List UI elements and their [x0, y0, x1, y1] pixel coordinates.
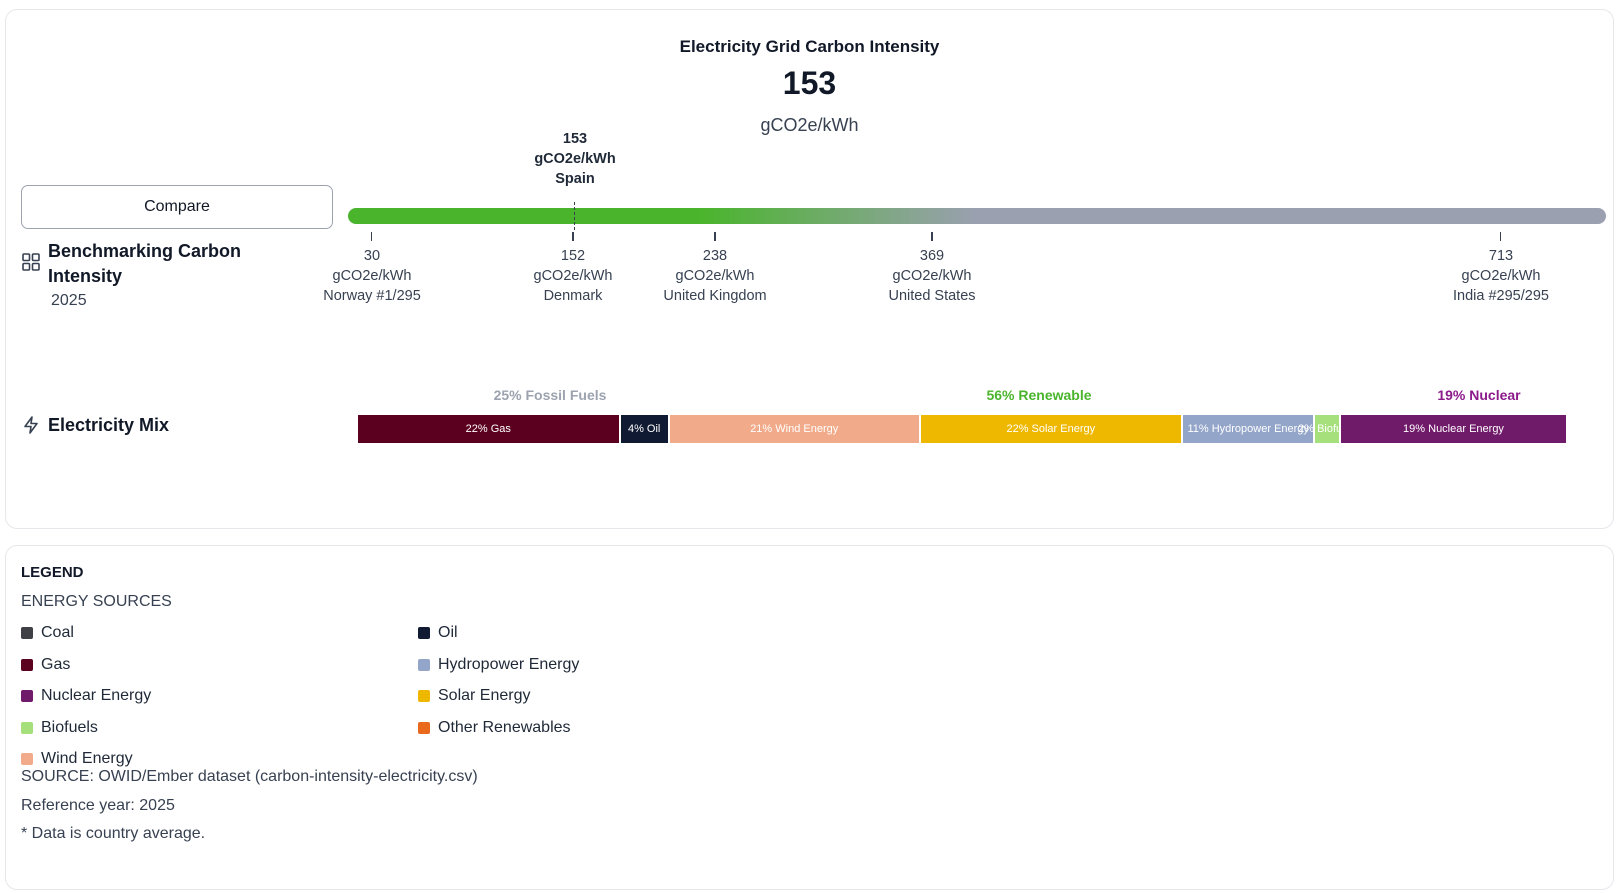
source-text: SOURCE: OWID/Ember dataset (carbon-inten…	[21, 768, 478, 785]
group-label-renewable: 56% Renewable	[986, 387, 1092, 403]
tick-country: United Kingdom	[663, 288, 767, 304]
tick-unit: gCO2e/kWh	[533, 268, 613, 284]
mix-segment-label: 11% Hydropower Energy	[1187, 423, 1309, 435]
mix-segment-label: 22% Gas	[465, 423, 511, 435]
note-text: * Data is country average.	[21, 825, 206, 842]
benchmark-year: 2025	[51, 292, 87, 309]
legend-item: Other Renewables	[418, 719, 571, 737]
benchmark-title: Benchmarking Carbon Intensity	[48, 239, 241, 289]
tick-value: 152	[560, 248, 586, 264]
legend-swatch	[418, 627, 430, 639]
current-intensity-value: 153	[782, 65, 837, 101]
legend-item: Solar Energy	[418, 687, 531, 705]
mix-segment: 21% Wind Energy	[669, 415, 919, 443]
legend-item: Biofuels	[21, 719, 98, 737]
compare-button[interactable]: Compare	[21, 185, 333, 229]
legend-item: Coal	[21, 624, 74, 642]
carbon-intensity-card: Electricity Grid Carbon Intensity 153 gC…	[5, 9, 1614, 529]
group-label-nuclear: 19% Nuclear	[1437, 387, 1521, 403]
legend-label: Oil	[438, 624, 458, 641]
legend-item: Nuclear Energy	[21, 687, 151, 705]
mix-segment-label: 4% Oil	[627, 423, 661, 435]
tick-label-india: 713 gCO2e/kWh India #295/295	[1453, 246, 1549, 306]
benchmark-title-line1: Benchmarking Carbon	[48, 241, 242, 261]
tick-unit: gCO2e/kWh	[332, 268, 412, 284]
mix-segment-label: 21% Wind Energy	[750, 423, 839, 435]
legend-label: Solar Energy	[438, 687, 531, 704]
current-marker-value: 153	[562, 131, 588, 147]
mix-segment: 22% Gas	[358, 415, 619, 443]
mix-segment: 19% Nuclear Energy	[1341, 415, 1566, 443]
tick-value: 30	[363, 248, 381, 264]
current-intensity-unit: gCO2e/kWh	[760, 115, 859, 135]
tick-label-denmark: 152 gCO2e/kWh Denmark	[534, 246, 613, 306]
mix-segment: 4% Oil	[620, 415, 668, 443]
tick-uk	[714, 232, 716, 241]
page-title: Electricity Grid Carbon Intensity	[679, 37, 940, 56]
group-label-fossil: 25% Fossil Fuels	[493, 387, 607, 403]
tick-unit: gCO2e/kWh	[892, 268, 972, 284]
current-marker-line	[574, 202, 575, 230]
tick-country: United States	[888, 288, 976, 304]
tick-denmark	[572, 232, 574, 241]
tick-country: India #295/295	[1453, 288, 1549, 304]
mix-segment-label: 19% Nuclear Energy	[1403, 423, 1504, 435]
tick-country: Norway #1/295	[323, 288, 421, 304]
tick-norway	[371, 232, 372, 241]
tick-unit: gCO2e/kWh	[1461, 268, 1541, 284]
tick-label-us: 369 gCO2e/kWh United States	[888, 246, 975, 306]
legend-swatch	[21, 690, 33, 702]
benchmark-title-line2: Intensity	[48, 266, 123, 286]
legend-label: Gas	[41, 655, 71, 673]
legend-label: Nuclear Energy	[41, 687, 152, 704]
legend-label: Hydropower Energy	[438, 655, 580, 673]
legend-heading: LEGEND	[21, 564, 84, 581]
tick-us	[931, 232, 933, 241]
tick-label-norway: 30 gCO2e/kWh Norway #1/295	[323, 246, 421, 306]
legend-swatch	[21, 721, 33, 734]
legend-item: Gas	[21, 656, 70, 674]
mix-segment: 2% Biofuels	[1298, 415, 1356, 443]
current-marker-unit: gCO2e/kWh	[534, 151, 616, 167]
tick-india	[1500, 232, 1501, 241]
legend-swatch	[418, 658, 430, 671]
legend-item: Oil	[418, 624, 458, 642]
mix-segment-label: 22% Solar Energy	[1006, 423, 1096, 435]
legend-swatch	[21, 658, 33, 671]
tick-value: 238	[702, 248, 728, 264]
legend-swatch	[21, 627, 33, 639]
intensity-scale-bar	[348, 208, 1606, 224]
legend-label: Wind Energy	[41, 750, 133, 767]
grid-icon	[22, 253, 40, 271]
reference-year-text: Reference year: 2025	[21, 797, 175, 814]
legend-swatch	[21, 753, 33, 765]
tick-value: 369	[919, 248, 945, 264]
tick-country: Denmark	[543, 288, 603, 304]
current-marker-country: Spain	[555, 171, 595, 187]
mix-segment: 22% Solar Energy	[920, 415, 1182, 443]
legend-item: Wind Energy	[21, 750, 133, 768]
legend-label: Coal	[41, 624, 74, 641]
current-marker-label: 153 gCO2e/kWh Spain	[534, 129, 615, 189]
tick-label-uk: 238 gCO2e/kWh United Kingdom	[663, 246, 766, 306]
legend-swatch	[418, 690, 430, 702]
mix-segment: 11% Hydropower Energy	[1183, 415, 1314, 443]
legend-label: Biofuels	[41, 718, 98, 736]
legend-card: LEGEND ENERGY SOURCES Coal Gas Nuclear Ene…	[5, 545, 1614, 890]
tick-value: 713	[1488, 248, 1514, 264]
electricity-mix-title: Electricity Mix	[48, 415, 170, 435]
legend-swatch	[418, 721, 430, 734]
tick-unit: gCO2e/kWh	[675, 268, 755, 284]
legend-label: Other Renewables	[438, 718, 571, 736]
legend-subheading: ENERGY SOURCES	[21, 593, 172, 610]
lightning-icon	[24, 416, 38, 434]
legend-item: Hydropower Energy	[418, 656, 579, 674]
